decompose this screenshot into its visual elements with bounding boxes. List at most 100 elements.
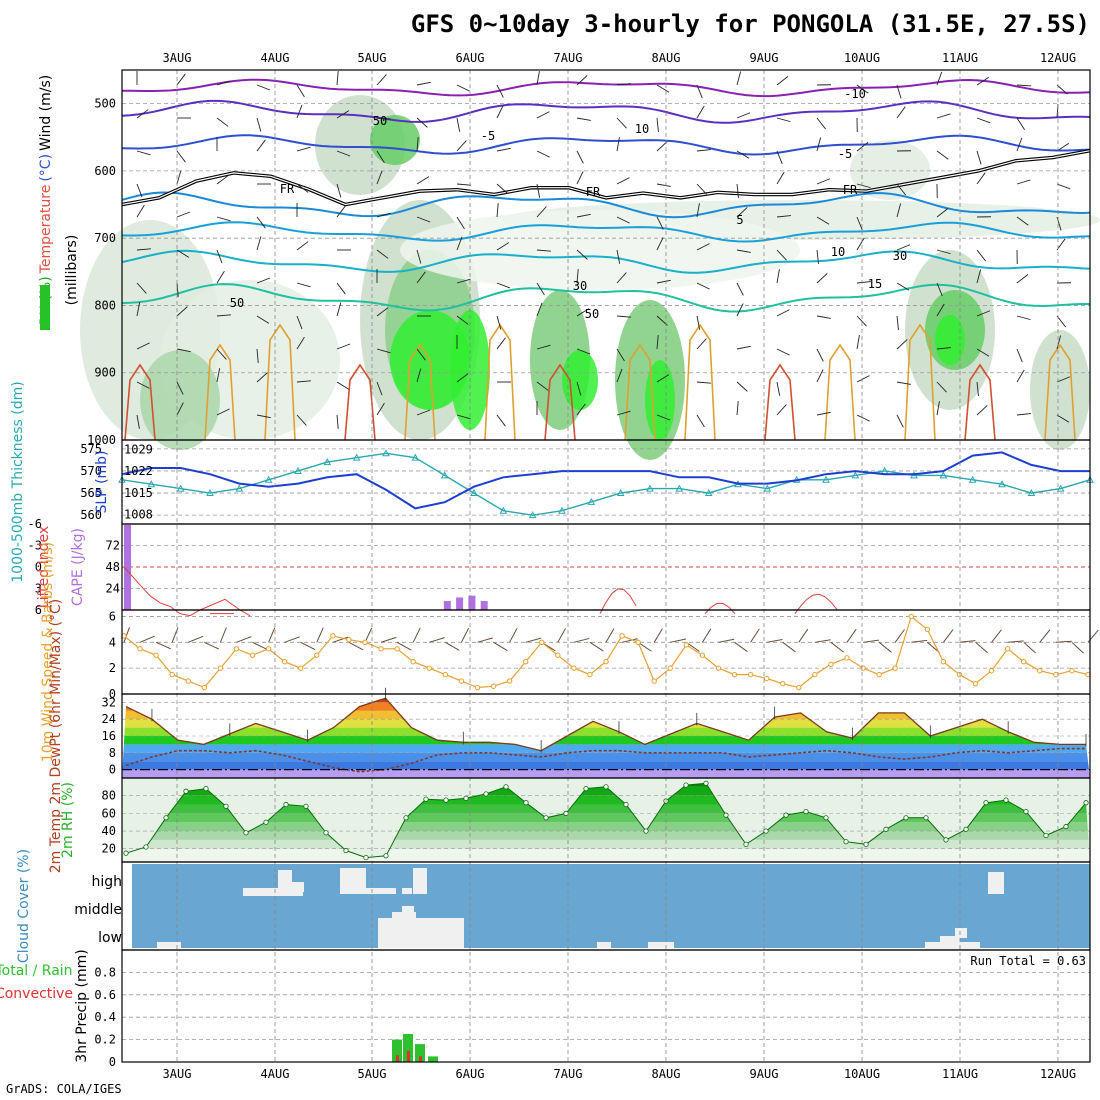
upper-wind-barb (776, 76, 789, 86)
wind-speed-point-17 (394, 646, 400, 652)
surface-wind-barb-27 (557, 628, 566, 643)
wind-speed-point-48 (892, 665, 898, 671)
temp-ytick-0: 0 (109, 763, 116, 777)
upper-wind-barb (1056, 376, 1071, 383)
upper-wind-barb (456, 183, 471, 186)
wind-speed-point-9 (265, 646, 272, 652)
thk-ytick-560: 560 (80, 508, 102, 522)
surface-wind-barb-24 (509, 627, 518, 643)
upper-wind-barb (536, 206, 547, 218)
upper-wind-barb (616, 315, 631, 318)
date-bottom-7AUG: 7AUG (554, 1067, 583, 1081)
precip-ytick-0.8: 0.8 (94, 965, 116, 979)
cloud-label-low: low (98, 930, 122, 946)
wind-speed-point-51 (940, 658, 947, 665)
rh-point-17 (463, 795, 469, 801)
upper-wind-barb (536, 302, 543, 317)
upper-wind-barb (176, 306, 188, 317)
upper-wind-barb (416, 368, 422, 383)
surface-wind-barb-49 (911, 639, 928, 643)
cloud-block-9 (402, 906, 414, 914)
isotherm-10 (121, 249, 1091, 274)
upper-wind-barb (816, 348, 824, 362)
cloud-block-13 (955, 928, 967, 938)
low-temp-contour-7 (624, 343, 656, 441)
surface-wind-barb-38 (734, 641, 748, 653)
rh-shade-11 (370, 115, 420, 165)
thk-ytick-575: 575 (80, 442, 102, 456)
surface-wind-barb-20 (445, 641, 460, 651)
upper-wind-barb (816, 178, 831, 185)
date-bottom-8AUG: 8AUG (652, 1067, 681, 1081)
wind-speed-point-41 (780, 680, 786, 687)
upper-wind-barb (856, 375, 870, 383)
cloud-block-8 (392, 912, 416, 920)
upper-wind-barb (296, 282, 311, 288)
surface-wind-barb-17 (396, 641, 412, 651)
upper-wind-barb (496, 203, 499, 218)
freezing-label-2: FR (843, 183, 858, 197)
wind-speed-point-43 (812, 671, 818, 678)
rh-point-5 (223, 803, 229, 809)
upper-wind-barb (736, 282, 744, 296)
upper-wind-barb (736, 381, 748, 392)
temp-ytick-8: 8 (109, 746, 116, 760)
slp-ytick-1022: 1022 (124, 464, 153, 478)
li-ylabel: Lifted Index (36, 526, 52, 608)
temp-ytick-24: 24 (102, 712, 116, 726)
upper-wind-barb (856, 414, 870, 422)
wind-speed-point-54 (988, 668, 995, 674)
upper-wind-barb (656, 374, 670, 383)
isotherm-0 (121, 191, 1091, 219)
wind-speed-point-28 (571, 665, 577, 671)
upper-wind-barb (856, 335, 860, 350)
surface-wind-barb-8 (252, 641, 268, 650)
surface-wind-barb-1 (139, 635, 155, 643)
rh-point-46 (1043, 832, 1049, 839)
wind-speed-point-14 (346, 637, 352, 643)
upper-wind-barb (216, 270, 225, 284)
upper-wind-barb (736, 183, 739, 198)
upper-wind-barb (736, 207, 748, 218)
upper-wind-barb (736, 249, 751, 253)
upper-wind-barb (216, 80, 231, 86)
freezing-label-1: FR (586, 185, 601, 199)
upper-wind-barb (296, 414, 307, 426)
rh-point-10 (323, 830, 329, 836)
thickness-point-4 (235, 484, 244, 492)
precip-total-bar-3 (428, 1056, 438, 1062)
ua-ylabel-mb: (millibars) (64, 235, 80, 306)
surface-wind-barb-19 (429, 637, 445, 643)
rh-point-36 (843, 839, 849, 845)
upper-wind-barb (936, 71, 943, 86)
surface-wind-barb-4 (188, 635, 204, 643)
upper-wind-barb (296, 104, 303, 119)
contour-label-9: 50 (373, 114, 387, 128)
rh-point-15 (423, 796, 429, 802)
rh-point-39 (903, 815, 909, 821)
upper-wind-barb (416, 137, 419, 152)
wind-speed-point-59 (1069, 668, 1075, 674)
upper-wind-barb (456, 414, 471, 420)
rh-band-7 (122, 786, 1090, 796)
wind-speed-point-50 (924, 626, 931, 633)
rh-point-4 (203, 786, 209, 792)
upper-wind-barb (856, 142, 869, 152)
panel-frame-wind10 (121, 609, 1091, 695)
upper-wind-barb (896, 183, 906, 196)
thickness-point-2 (176, 484, 185, 492)
wind-speed-point-7 (233, 646, 240, 652)
wind-speed-point-13 (330, 633, 336, 639)
surface-wind-barb-46 (862, 639, 879, 643)
surface-wind-barb-12 (316, 627, 324, 643)
upper-wind-barb (936, 150, 949, 160)
cloud-background (132, 864, 1090, 948)
wind-speed-point-6 (217, 665, 224, 671)
upper-wind-barb (936, 347, 951, 350)
cloud-block-16 (648, 942, 674, 948)
rh-shade-9 (645, 360, 675, 440)
upper-wind-barb (976, 117, 991, 124)
upper-wind-barb (376, 117, 391, 120)
upper-wind-barb (616, 272, 627, 284)
upper-wind-barb (136, 302, 141, 317)
